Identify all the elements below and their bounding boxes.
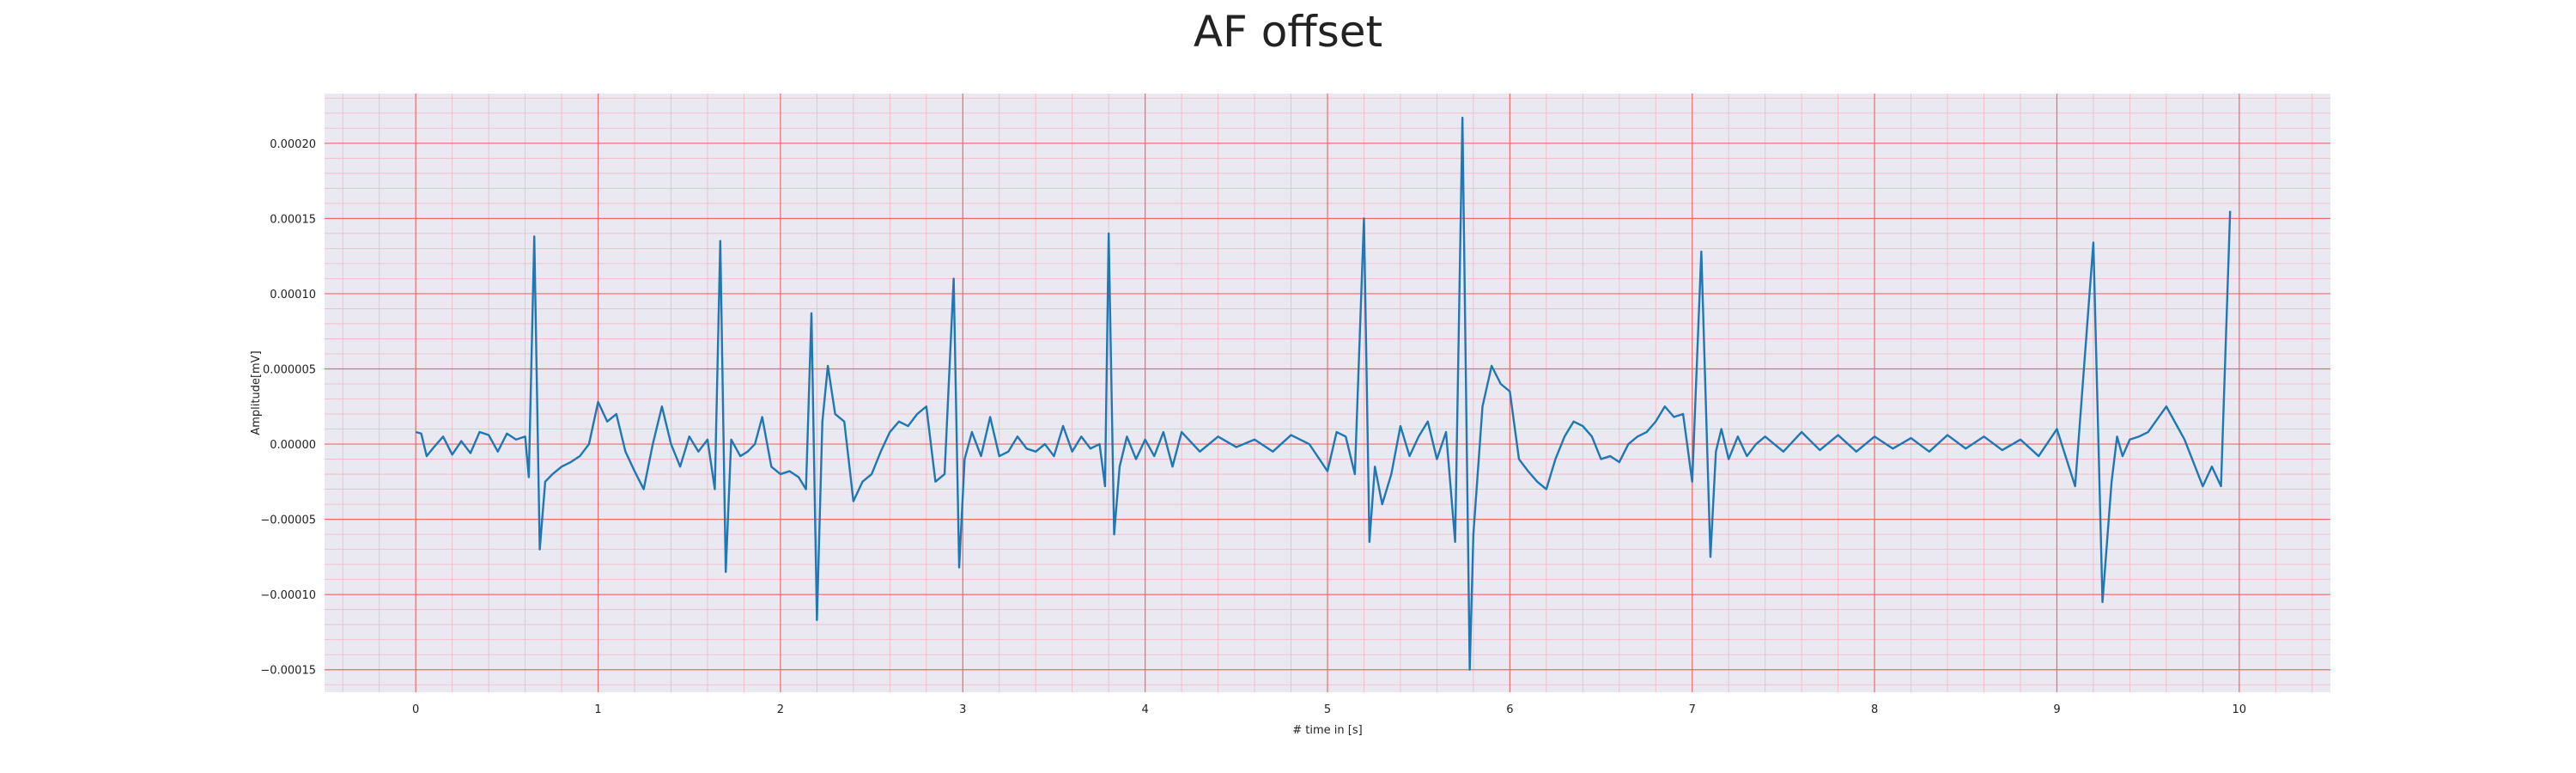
x-tick-labels: 0 1 2 3 4 5 6 7 8 9 10 xyxy=(412,703,2246,716)
x-tick-label: 1 xyxy=(594,703,601,716)
x-tick-label: 2 xyxy=(777,703,784,716)
x-tick-label: 9 xyxy=(2053,703,2060,716)
x-tick-label: 7 xyxy=(1689,703,1696,716)
y-tick-label: 0.00000 xyxy=(270,439,316,452)
x-axis-label: # time in [s] xyxy=(1292,724,1362,737)
y-tick-labels: 0.00020 0.00015 0.00010 0.000005 0.00000 −0.0… xyxy=(260,138,316,678)
x-tick-label: 8 xyxy=(1871,703,1878,716)
y-tick-label: −0.00010 xyxy=(260,589,316,602)
x-tick-label: 4 xyxy=(1141,703,1148,716)
x-tick-label: 3 xyxy=(959,703,966,716)
y-tick-label: 0.00010 xyxy=(270,289,316,301)
y-tick-label: −0.00005 xyxy=(260,514,316,527)
y-tick-label: 0.00020 xyxy=(270,138,316,151)
x-tick-label: 5 xyxy=(1324,703,1331,716)
y-axis-label: Amplitude[mV] xyxy=(250,350,263,435)
x-tick-label: 10 xyxy=(2233,703,2247,716)
y-tick-label: 0.000005 xyxy=(263,363,316,376)
y-tick-label: −0.00015 xyxy=(260,665,316,678)
y-tick-label: 0.00015 xyxy=(270,213,316,226)
x-tick-label: 6 xyxy=(1506,703,1513,716)
signal-line xyxy=(415,116,2232,671)
x-tick-label: 0 xyxy=(412,703,419,716)
major-grid xyxy=(325,94,2330,692)
chart-title: AF offset xyxy=(1193,7,1383,57)
